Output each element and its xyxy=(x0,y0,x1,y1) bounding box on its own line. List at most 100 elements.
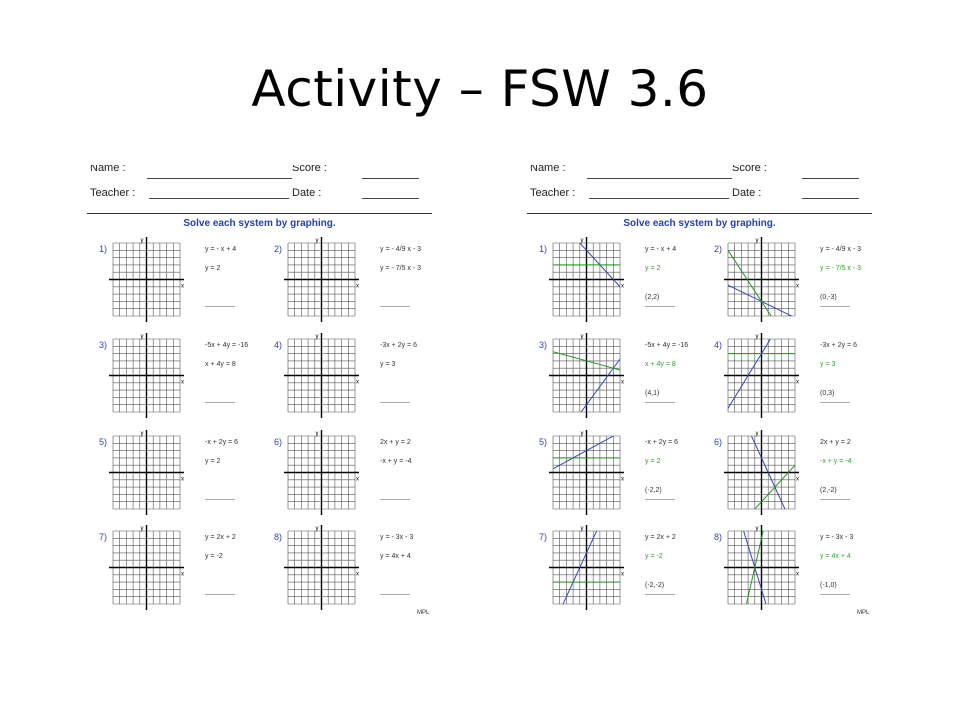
coordinate-grid: xy xyxy=(284,525,359,610)
equation-2: y = 2 xyxy=(645,458,661,465)
publisher-logo: MPL xyxy=(417,610,430,616)
problem-number: 8) xyxy=(714,532,723,542)
header-blank-line xyxy=(362,198,419,199)
y-axis-label: y xyxy=(756,238,759,244)
equation-1: -3x + 2y = 6 xyxy=(380,342,417,349)
y-axis-label: y xyxy=(756,526,759,532)
header-blank-line xyxy=(802,178,859,179)
y-axis-label: y xyxy=(141,238,144,244)
header-blank-line xyxy=(149,198,289,199)
equation-1: -x + 2y = 6 xyxy=(205,439,239,446)
coordinate-grid: xy xyxy=(724,333,799,418)
equation-1: y = - 3x - 3 xyxy=(380,534,414,541)
coordinate-grid: xy xyxy=(109,237,184,322)
answer-line xyxy=(820,306,850,307)
header-blank-line xyxy=(587,178,732,179)
x-axis-label: x xyxy=(796,572,799,578)
y-axis-label: y xyxy=(581,526,584,532)
answer-text: (2,2) xyxy=(645,294,660,301)
x-axis-label: x xyxy=(181,572,184,578)
equation-2: y = -2 xyxy=(205,553,223,560)
x-axis-label: x xyxy=(796,284,799,290)
y-axis-label: y xyxy=(581,431,584,437)
publisher-logo: MPL xyxy=(857,610,870,616)
coordinate-grid: xy xyxy=(109,430,184,515)
answer-line xyxy=(380,306,410,307)
equation-1: y = 2x + 2 xyxy=(205,534,236,541)
answer-line xyxy=(205,594,235,595)
coordinate-grid: xy xyxy=(549,525,624,610)
header-blank-line xyxy=(589,198,729,199)
equation-2: y = - 7/5 x - 3 xyxy=(380,265,422,272)
equation-1: -5x + 4y = -16 xyxy=(645,342,689,349)
answer-line xyxy=(820,594,850,595)
graph-line-2 xyxy=(553,351,620,371)
equation-1: -x + 2y = 6 xyxy=(645,439,679,446)
coordinate-grid: xy xyxy=(549,430,624,515)
graph-line-1 xyxy=(743,531,767,604)
y-axis-label: y xyxy=(316,238,319,244)
equation-1: 2x + y = 2 xyxy=(380,439,411,446)
y-axis-label: y xyxy=(316,526,319,532)
equation-2: y = 3 xyxy=(820,361,836,368)
answer-line xyxy=(380,402,410,403)
answer-text: (0,3) xyxy=(820,390,835,397)
graph-line-1 xyxy=(562,531,598,604)
answer-line xyxy=(645,594,675,595)
problem-number: 3) xyxy=(539,340,548,350)
equation-2: -x + y = -4 xyxy=(380,458,412,465)
equation-2: y = 4x + 4 xyxy=(380,553,411,560)
problem-number: 4) xyxy=(714,340,723,350)
equation-2: -x + y = -4 xyxy=(820,458,852,465)
graph-line-2 xyxy=(754,464,795,509)
y-axis-label: y xyxy=(756,334,759,340)
x-axis-label: x xyxy=(621,284,624,290)
problem-number: 6) xyxy=(714,437,723,447)
problem-number: 8) xyxy=(274,532,283,542)
equation-1: -3x + 2y = 6 xyxy=(820,342,857,349)
coordinate-grid: xy xyxy=(284,237,359,322)
y-axis-label: y xyxy=(316,431,319,437)
name-label: Name : xyxy=(530,165,566,174)
equation-1: y = - x + 4 xyxy=(205,246,237,253)
equation-1: y = - 3x - 3 xyxy=(820,534,854,541)
problem-number: 2) xyxy=(714,244,723,254)
coordinate-grid: xy xyxy=(109,333,184,418)
graph-line-1 xyxy=(750,436,786,509)
y-axis-label: y xyxy=(581,334,584,340)
x-axis-label: x xyxy=(796,477,799,483)
coordinate-grid: xy xyxy=(284,333,359,418)
teacher-label: Teacher : xyxy=(530,187,576,199)
instructions: Solve each system by graphing. xyxy=(623,218,776,229)
equation-2: y = 2 xyxy=(205,458,221,465)
worksheet-answer-key: Name : Score : Teacher : Date : Solve each s… xyxy=(527,165,877,620)
x-axis-label: x xyxy=(796,380,799,386)
score-label: Score : xyxy=(732,165,767,174)
problem-number: 2) xyxy=(274,244,283,254)
worksheet-blank: Name : Score : Teacher : Date : Solve each s… xyxy=(87,165,437,620)
equation-1: y = - 4/9 x - 3 xyxy=(380,246,422,253)
answer-text: (-2,-2) xyxy=(645,582,665,589)
header-blank-line xyxy=(802,198,859,199)
header-divider xyxy=(527,213,872,214)
problem-number: 3) xyxy=(99,340,108,350)
equation-1: y = 2x + 2 xyxy=(645,534,676,541)
problem-number: 1) xyxy=(539,244,548,254)
header-divider xyxy=(87,213,432,214)
y-axis-label: y xyxy=(141,334,144,340)
problem-number: 7) xyxy=(539,532,548,542)
answer-text: (0,-3) xyxy=(820,294,837,301)
answer-text: (4,1) xyxy=(645,390,660,397)
graph-line-1 xyxy=(553,436,615,470)
equation-1: -5x + 4y = -16 xyxy=(205,342,249,349)
answer-text: (2,-2) xyxy=(820,487,837,494)
header-blank-line xyxy=(147,178,292,179)
coordinate-grid: xy xyxy=(724,430,799,515)
answer-text: (-1,0) xyxy=(820,582,837,589)
equation-1: y = - x + 4 xyxy=(645,246,677,253)
coordinate-grid: xy xyxy=(724,237,799,322)
equation-2: x + 4y = 8 xyxy=(645,361,676,368)
problem-number: 1) xyxy=(99,244,108,254)
answer-line xyxy=(820,402,850,403)
equation-1: y = - 4/9 x - 3 xyxy=(820,246,862,253)
